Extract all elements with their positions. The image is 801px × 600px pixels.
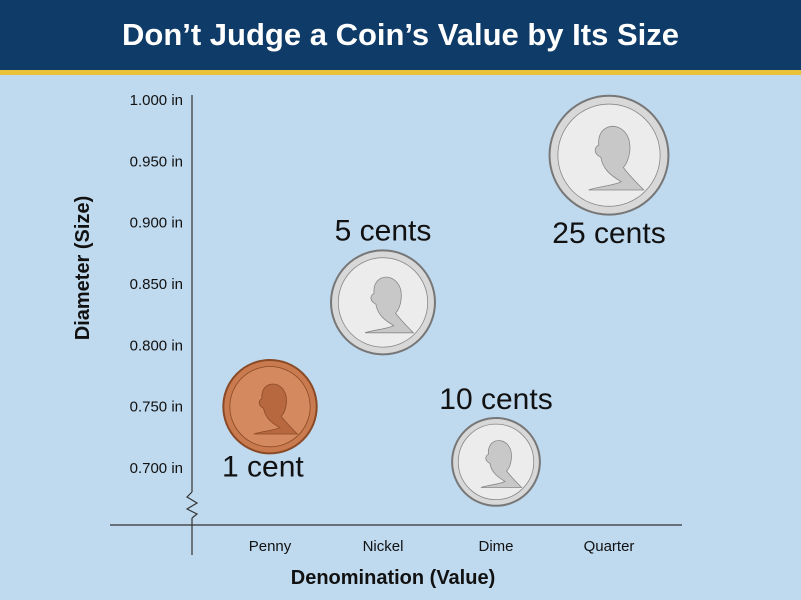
lincoln-portrait-icon bbox=[253, 383, 299, 435]
jefferson-portrait-icon bbox=[364, 276, 415, 334]
y-tick-label: 0.850 in bbox=[130, 276, 183, 293]
coin-penny bbox=[222, 358, 318, 455]
axis-break-icon bbox=[185, 491, 199, 519]
y-tick-label: 0.700 in bbox=[130, 460, 183, 477]
x-tick-label-dime: Dime bbox=[478, 538, 513, 555]
coin-value-label: 10 cents bbox=[439, 383, 552, 416]
x-tick-label-nickel: Nickel bbox=[363, 538, 404, 555]
coin-value-label: 25 cents bbox=[552, 217, 665, 250]
y-axis-title: Diameter (Size) bbox=[72, 196, 94, 341]
x-axis-title: Denomination (Value) bbox=[291, 567, 495, 589]
coin-dime bbox=[451, 416, 541, 507]
washington-portrait-icon bbox=[588, 125, 645, 191]
coin-chart: 1.000 in 0.950 in 0.900 in 0.850 in 0.800 in… bbox=[72, 92, 682, 589]
x-tick-label-quarter: Quarter bbox=[584, 538, 635, 555]
x-tick-label-penny: Penny bbox=[249, 538, 292, 555]
slide-title: Don’t Judge a Coin’s Value by Its Size bbox=[122, 17, 679, 52]
title-bar: Don’t Judge a Coin’s Value by Its Size bbox=[0, 0, 801, 75]
y-tick-label: 0.950 in bbox=[130, 153, 183, 170]
y-tick-label: 0.800 in bbox=[130, 337, 183, 354]
y-tick-label: 1.000 in bbox=[130, 92, 183, 109]
coin-value-label: 1 cent bbox=[222, 451, 304, 484]
y-tick-label: 0.750 in bbox=[130, 399, 183, 416]
coin-quarter bbox=[548, 94, 670, 216]
coin-value-label: 5 cents bbox=[335, 214, 432, 247]
y-tick-label: 0.900 in bbox=[130, 215, 183, 232]
coin-nickel bbox=[330, 249, 436, 356]
roosevelt-portrait-icon bbox=[480, 440, 523, 488]
